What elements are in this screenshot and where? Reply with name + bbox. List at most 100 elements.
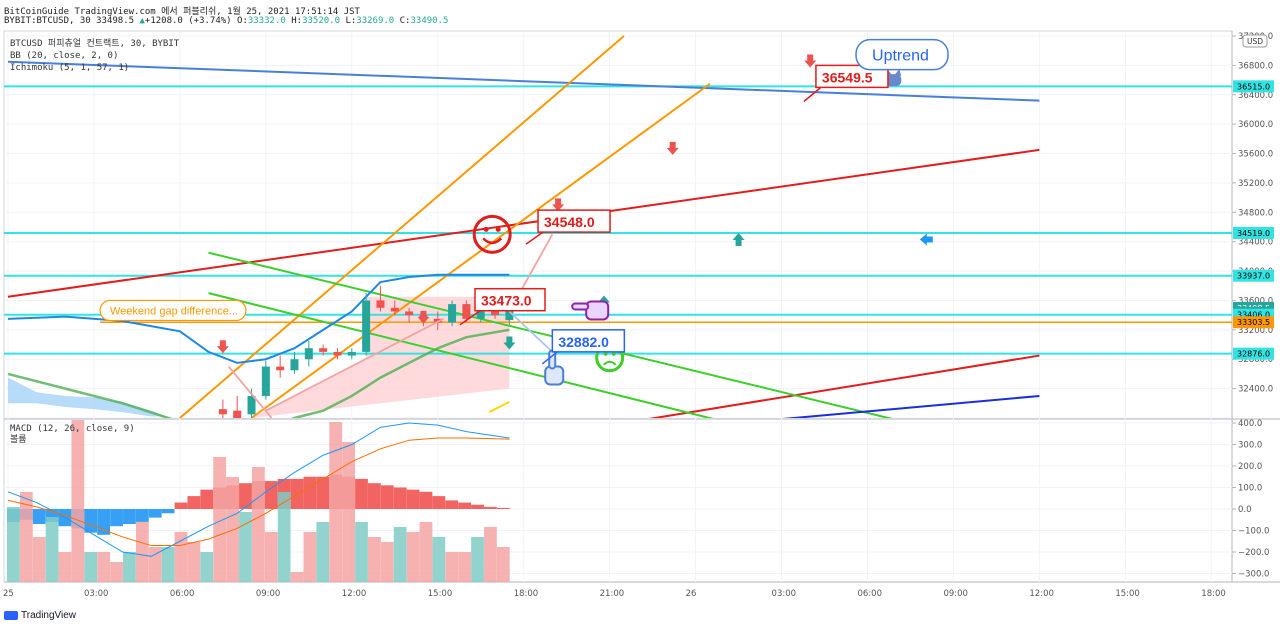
- smiley-icon: [472, 214, 512, 254]
- label-36549-box: [815, 64, 889, 89]
- price-tag: [1233, 347, 1274, 360]
- label-32882-box: [551, 329, 626, 353]
- ohlc-c: C:33490.5: [399, 16, 449, 26]
- candle-body: [362, 300, 371, 352]
- volume-bar: [239, 512, 252, 582]
- histogram-bar: [380, 485, 394, 509]
- histogram-bar: [135, 509, 149, 522]
- volume-bar: [380, 542, 394, 582]
- ohlc-bar: BYBIT:BTCUSD, 30 33498.5 ▲+1208.0 (+3.74…: [4, 16, 448, 26]
- brand-label: TradingView: [21, 610, 77, 621]
- price-tag: [1233, 226, 1274, 239]
- histogram-bar: [419, 491, 433, 509]
- price-tick-label: 35200.0: [1238, 179, 1273, 189]
- label-33473-text: 33473.0: [481, 293, 532, 309]
- price-tag-label: 32876.0: [1237, 350, 1270, 359]
- published-text: BitCoinGuide TradingView.com 에서 퍼블리쉬, 1월…: [4, 7, 360, 17]
- price-tag: [1233, 316, 1274, 329]
- histogram-bar: [432, 496, 446, 509]
- projection-arrow: [508, 310, 553, 353]
- bb-line: [7, 273, 510, 364]
- weekend-text: Weekend gap difference...: [110, 305, 238, 317]
- up-triangle-icon: ▲: [139, 16, 145, 26]
- legend-bb: BB (20, close, 2, 0): [10, 51, 119, 61]
- ohlc-l: L:33269.0: [345, 16, 395, 26]
- candle-body: [304, 348, 313, 360]
- yellow-line: [488, 400, 510, 414]
- uptrend-bubble: [855, 38, 949, 71]
- histogram-bar: [496, 507, 510, 509]
- trend-line: [7, 60, 1040, 102]
- macd-tick-label: −100.0: [1238, 527, 1269, 537]
- projection-arrow: [265, 318, 444, 412]
- trend-line: [208, 251, 893, 418]
- time-tick-label: 09:00: [256, 589, 281, 599]
- volume-bar: [264, 532, 278, 582]
- trend-line: [208, 292, 714, 418]
- ichimoku-cloud: [8, 377, 166, 417]
- weekend-gap-area: [251, 296, 510, 418]
- time-tick-label: 18:00: [514, 589, 539, 599]
- tradingview-brand[interactable]: TradingView: [4, 610, 76, 621]
- histogram-bar: [406, 489, 420, 509]
- price-tick-label: 32400.0: [1238, 385, 1273, 395]
- volume-bar: [406, 532, 420, 582]
- histogram-bar: [445, 500, 459, 509]
- time-tick-label: 09:00: [943, 589, 968, 599]
- change-value: +1208.0 (+3.74%): [144, 16, 232, 26]
- arrow-down-icon: [503, 336, 516, 350]
- label-32882-text: 32882.0: [558, 334, 609, 350]
- currency-badge: [1242, 34, 1268, 48]
- label-pointer: [803, 86, 822, 102]
- volume-bar: [496, 547, 510, 582]
- macd-tick-label: 400.0: [1238, 419, 1262, 429]
- volume-bar: [32, 537, 46, 582]
- price-tag-label: 33406.0: [1237, 311, 1270, 320]
- candle-body: [491, 311, 500, 316]
- trend-line: [250, 82, 711, 418]
- face-eye: [603, 351, 608, 356]
- arrow-down-icon: [552, 198, 565, 212]
- volume-bar: [484, 527, 497, 582]
- ichimoku-line: [7, 328, 510, 418]
- price-tick-label: 36800.0: [1238, 61, 1273, 71]
- volume-bar: [367, 537, 381, 582]
- candle-body: [405, 311, 414, 316]
- weekend-bubble: [99, 299, 247, 322]
- histogram-bar: [290, 478, 304, 509]
- candle-body: [319, 348, 328, 352]
- arrow-down-icon: [417, 310, 430, 324]
- volume-bar: [187, 542, 201, 582]
- histogram-bar: [393, 487, 407, 509]
- macd-line: [7, 422, 510, 557]
- time-tick-label: 03:00: [772, 589, 797, 599]
- volume-bar: [458, 552, 472, 582]
- price-tag: [1233, 80, 1274, 93]
- ohlc-o: O:33332.0: [237, 16, 286, 26]
- candle-body: [448, 304, 457, 323]
- trend-line: [782, 394, 1040, 418]
- volume-bar: [355, 522, 368, 582]
- time-tick-label: 06:00: [170, 589, 195, 599]
- macd-tick-label: 0.0: [1238, 505, 1252, 515]
- macd-tick-label: 200.0: [1238, 462, 1262, 472]
- histogram-bar: [355, 478, 368, 509]
- label-pointer: [541, 351, 558, 365]
- time-tick-label: 25: [3, 589, 14, 599]
- volume-bar: [303, 532, 317, 582]
- volume-bar: [19, 492, 33, 582]
- time-tick-label: 12:00: [1029, 589, 1054, 599]
- price-tag: [1233, 269, 1274, 282]
- mascot-ear: [895, 69, 902, 77]
- legend-symbol: BTCUSD 퍼피츄얼 컨트랙트, 30, BYBIT: [10, 39, 180, 49]
- time-tick-label: 06:00: [858, 589, 883, 599]
- time-tick-label: 26: [686, 589, 697, 599]
- candle-body: [261, 366, 270, 396]
- candle-body: [462, 304, 471, 319]
- legend-ichimoku: Ichimoku (5, 1, 57, 1): [10, 63, 130, 73]
- candle-body: [333, 351, 342, 356]
- label-pointer: [459, 310, 481, 326]
- indicator-legend: BTCUSD 퍼피츄얼 컨트랙트, 30, BYBIT BB (20, clos…: [10, 38, 179, 74]
- histogram-bar: [367, 483, 381, 509]
